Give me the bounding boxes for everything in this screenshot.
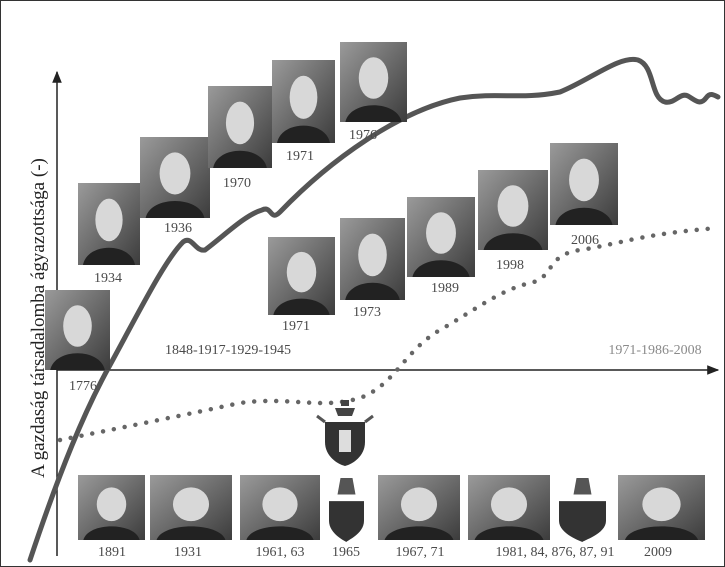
year-label: 1891	[98, 545, 126, 560]
year-label: 1971	[286, 149, 314, 164]
coat-of-arms	[317, 400, 373, 466]
tiara	[574, 478, 592, 495]
year-label: 1934	[94, 271, 122, 286]
year-label: 1776	[69, 379, 97, 394]
portrait	[78, 475, 145, 540]
year-label: 1936	[164, 221, 192, 236]
year-label: 1989	[431, 281, 459, 296]
portrait	[272, 60, 335, 143]
year-label: 1961, 63	[256, 545, 305, 560]
face	[498, 185, 529, 227]
year-label: 1981, 84, 876, 87, 91	[496, 545, 615, 560]
portrait	[378, 475, 460, 540]
portrait	[78, 183, 140, 265]
portrait	[140, 137, 210, 218]
face	[287, 252, 316, 293]
face	[160, 152, 191, 194]
year-label: 1973	[353, 305, 381, 320]
period-label: 1848-1917-1929-1945	[165, 343, 291, 358]
coat-of-arms	[559, 478, 606, 542]
coat-of-arms	[329, 478, 364, 542]
portrait	[550, 143, 618, 225]
face	[97, 487, 126, 521]
shield	[329, 501, 364, 542]
figure: A gazdaság társadalomba ágyazottsága (-)…	[0, 0, 725, 567]
portrait	[45, 290, 110, 370]
portrait	[340, 218, 405, 300]
face	[226, 102, 254, 145]
portrait	[340, 42, 407, 122]
portrait	[407, 197, 475, 277]
face	[359, 57, 388, 99]
year-label: 1931	[174, 545, 202, 560]
year-label: 1967, 71	[396, 545, 445, 560]
year-label: 1965	[332, 545, 360, 560]
tiara	[338, 478, 356, 495]
face	[95, 199, 122, 242]
portrait	[240, 475, 320, 540]
portrait	[208, 86, 272, 168]
year-label: 1970	[223, 176, 251, 191]
face	[63, 305, 92, 347]
year-label: 1971	[282, 319, 310, 334]
portrait	[468, 475, 550, 540]
portrait	[478, 170, 548, 250]
shield	[559, 501, 606, 542]
face	[262, 487, 297, 521]
year-label: 2006	[571, 233, 599, 248]
portrait	[268, 237, 335, 315]
year-label: 1998	[496, 258, 524, 273]
year-label: 2009	[644, 545, 672, 560]
year-label: 1976	[349, 128, 377, 143]
face	[642, 487, 680, 521]
face	[401, 487, 437, 521]
portrait	[618, 475, 705, 540]
face	[358, 234, 387, 277]
period-label: 1971-1986-2008	[608, 343, 701, 358]
face	[569, 159, 599, 202]
portrait	[150, 475, 232, 540]
face	[290, 76, 318, 119]
face	[426, 212, 456, 254]
face	[173, 487, 209, 521]
face	[491, 487, 527, 521]
